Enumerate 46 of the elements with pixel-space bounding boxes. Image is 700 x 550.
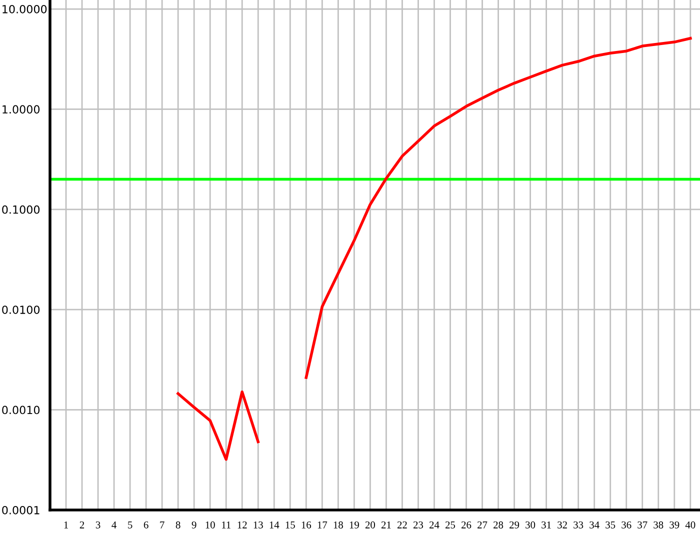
- x-tick-label: 23: [413, 521, 424, 528]
- x-tick-label: 27: [478, 521, 488, 528]
- y-tick-label: 1.0000: [2, 105, 40, 114]
- x-tick-label: 6: [144, 521, 148, 528]
- x-tick-label: 8: [176, 521, 180, 528]
- x-tick-label: 7: [160, 522, 164, 528]
- x-tick-label: 15: [286, 521, 295, 528]
- y-tick-label: 0.0001: [2, 506, 40, 514]
- x-tick-label: 3: [96, 521, 100, 528]
- x-tick-label: 22: [397, 521, 407, 528]
- x-tick-label: 21: [381, 521, 391, 528]
- x-tick-label: 16: [302, 521, 312, 528]
- x-tick-label: 39: [670, 521, 680, 528]
- y-tick-label: 10.0000: [2, 4, 47, 14]
- y-tick-label: 0.1000: [2, 205, 40, 214]
- x-tick-label: 14: [270, 521, 280, 528]
- x-tick-label: 28: [494, 521, 504, 528]
- x-tick-label: 4: [112, 521, 116, 528]
- x-tick-label: 12: [238, 521, 247, 528]
- x-tick-label: 29: [510, 521, 520, 528]
- x-tick-label: 1: [64, 521, 68, 528]
- x-tick-label: 30: [526, 521, 536, 528]
- x-tick-label: 17: [318, 521, 328, 528]
- x-tick-label: 36: [622, 521, 632, 528]
- x-tick-label: 18: [334, 521, 343, 528]
- y-tick-label: 0.0100: [2, 306, 40, 314]
- x-tick-label: 10: [206, 521, 215, 528]
- x-tick-label: 13: [254, 521, 263, 528]
- x-tick-label: 24: [429, 521, 440, 528]
- y-tick-label: 0.0010: [2, 406, 40, 414]
- x-tick-label: 20: [365, 521, 376, 528]
- x-tick-label: 31: [542, 521, 551, 528]
- x-tick-label: 35: [606, 521, 616, 528]
- x-tick-label: 40: [685, 521, 696, 528]
- x-tick-label: 19: [350, 521, 359, 528]
- x-tick-label: 33: [574, 521, 584, 528]
- x-tick-label: 38: [654, 521, 664, 528]
- x-tick-label: 25: [445, 521, 456, 528]
- x-tick-label: 34: [590, 521, 600, 528]
- x-tick-label: 26: [462, 521, 472, 528]
- x-tick-label: 9: [192, 521, 196, 528]
- x-tick-label: 32: [558, 521, 567, 528]
- x-tick-label: 5: [128, 522, 132, 528]
- x-tick-label: 11: [222, 521, 230, 528]
- x-tick-label: 37: [638, 521, 648, 528]
- x-tick-label: 2: [80, 521, 84, 528]
